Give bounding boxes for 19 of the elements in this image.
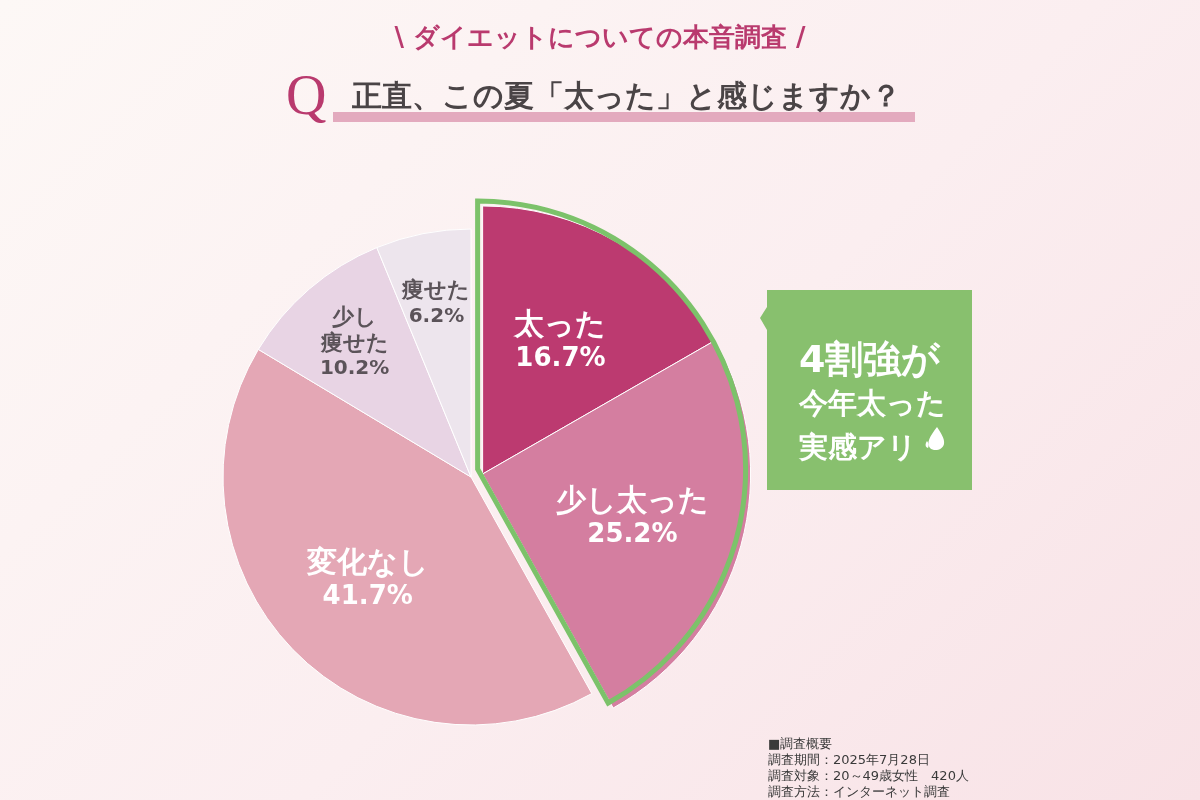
data-label: 16.7%: [515, 341, 606, 372]
data-label: 10.2%: [319, 355, 390, 380]
text: 調査対象：20～49歳女性 420人: [768, 768, 969, 783]
slice-label: 少し痩せた: [319, 304, 389, 356]
text: ■調査概要: [768, 736, 833, 751]
text: 4割強が: [799, 337, 942, 381]
text: 調査期間：2025年7月28日: [768, 752, 930, 767]
data-label: 41.7%: [322, 579, 413, 610]
slice-label: 太った: [513, 306, 607, 342]
chart-title: \ ダイエットについての本音調査 /: [394, 22, 807, 52]
data-label: 25.2%: [587, 518, 678, 549]
text: 今年太った: [798, 386, 946, 420]
chart-subtitle: Q 正直、この夏「太った」と感じますか？: [286, 64, 902, 126]
text: 調査方法：インターネット調査: [768, 784, 950, 799]
slice-label: 少し太った: [555, 482, 709, 518]
text: 実感アリ: [798, 430, 917, 464]
slice-label: 痩せた: [401, 277, 471, 303]
data-label: 6.2%: [408, 302, 465, 327]
slice-label: 変化なし: [305, 543, 429, 579]
